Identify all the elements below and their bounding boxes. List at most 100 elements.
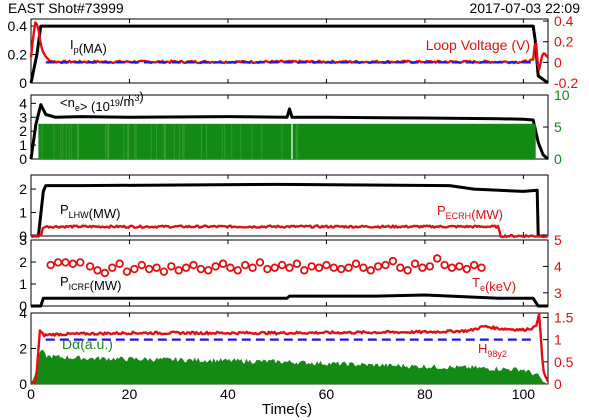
panel-5-series-d-a-u--label-part: Dα(a.u.) bbox=[62, 336, 113, 352]
panel-4-series-te-kev--point bbox=[100, 268, 110, 278]
panel-2-series-density-feedback-by-smbi-label-part: Density Feedback by SMBI bbox=[297, 133, 466, 149]
panel-4-ytick-label: 2 bbox=[19, 254, 27, 270]
panel-4-ytick-label: 1 bbox=[19, 276, 27, 292]
panel-5-series-h98y2-label-part: H bbox=[478, 341, 487, 356]
panel-4-series-te-kev--label-part: (keV) bbox=[485, 279, 516, 294]
panel-4-series-te-kev--point bbox=[263, 264, 272, 274]
panel-4-series-te-kev--point bbox=[447, 263, 457, 272]
panel-2-series-density-feedback-by-smbi bbox=[38, 123, 536, 159]
panel-5-series-h98y2-label-part: 98y2 bbox=[487, 349, 507, 359]
panel-1-ytick-label: 0.4 bbox=[8, 18, 28, 34]
x-tick-label: 60 bbox=[319, 386, 335, 402]
panel-4-ytick-label: 0 bbox=[19, 298, 27, 314]
panel-4-rtick-label: 5 bbox=[554, 232, 562, 248]
panel-5-series-d-a-u--label: Dα(a.u.) bbox=[62, 336, 113, 352]
panel-4-series-te-kev--point bbox=[233, 266, 242, 275]
panel-1-ytick-label: 0.2 bbox=[8, 47, 28, 63]
panel-2-ytick-label: 2 bbox=[19, 123, 27, 139]
panel-4-series-te-kev--point bbox=[314, 263, 324, 272]
panel-3-ytick-label: 1 bbox=[19, 205, 27, 221]
shot-datetime: 2017-07-03 22:09 bbox=[469, 0, 580, 16]
panel-2-ytick-label: 1 bbox=[19, 137, 27, 153]
panel-2-ytick-label: 0 bbox=[19, 151, 27, 167]
panel-4-series-te-kev--point bbox=[396, 263, 405, 272]
panel-4-series-te-kev--point bbox=[46, 260, 55, 270]
panel-4-series-te-kev--point bbox=[292, 259, 302, 268]
panel-4-series-picrf-mw- bbox=[31, 293, 548, 308]
panel-4-series-te-kev--point bbox=[144, 264, 154, 274]
panel-4-series-te-kev--point bbox=[189, 260, 198, 270]
panel-4-series-te-kev--point bbox=[337, 264, 346, 274]
panel-4-series-te-kev--point bbox=[469, 260, 479, 270]
panel-5-ytick-label: 0 bbox=[19, 376, 27, 392]
panel-4-rtick-label: 3 bbox=[554, 285, 562, 301]
shot-title: EAST Shot#73999 bbox=[8, 0, 124, 16]
panel-3-series-pecrh-mw- bbox=[30, 224, 549, 239]
panel-1-ytick-label: 0 bbox=[19, 75, 27, 91]
panel-5-series-h98y2-label: H98y2 bbox=[478, 341, 507, 359]
panel-4-series-te-kev--point bbox=[159, 267, 169, 276]
panel-1-series-loop-voltage-v--label-part: Loop Voltage (V) bbox=[426, 37, 530, 53]
panel-4-series-te-kev--point bbox=[218, 259, 228, 268]
panel-5-rtick-label: 1 bbox=[554, 332, 562, 348]
panel-5-ytick-label: 2 bbox=[19, 341, 27, 357]
panel-4-series-picrf-mw--label-part: ICRF bbox=[69, 282, 90, 292]
panel-1-series-ip-ma--label-part: (MA) bbox=[79, 41, 107, 56]
panel-4-series-te-kev--label-part: e bbox=[480, 283, 485, 293]
panel-4-series-te-kev--point bbox=[270, 263, 279, 272]
panel-4-series-te-kev--label-part: T bbox=[472, 275, 480, 290]
panel-3-series-plhw-mw- bbox=[31, 182, 548, 238]
panel-2-series--ne-10-19-m3--label-part: /m bbox=[120, 94, 134, 109]
panel-4-series-te-kev--point bbox=[403, 266, 412, 275]
panel-4-series-te-kev--point bbox=[307, 262, 316, 271]
panel-2-series--ne-10-19-m3--label-part: 3 bbox=[134, 93, 139, 103]
x-tick-label: 40 bbox=[220, 386, 236, 402]
panel-4-series-te-kev--point bbox=[174, 266, 183, 275]
panel-3-ytick-label: 2 bbox=[19, 181, 27, 197]
panel-5-ytick-label: 4 bbox=[19, 305, 27, 321]
panel-4-series-te-kev--point bbox=[477, 263, 486, 272]
panel-4-series-te-kev--point bbox=[108, 263, 117, 272]
panel-4-series-te-kev--point bbox=[433, 254, 442, 263]
panel-3-series-pecrh-mw--label: PECRH(MW) bbox=[437, 203, 503, 222]
panel-5-rtick-label: 0.5 bbox=[554, 354, 574, 370]
panel-2-series-density-feedback-by-smbi-label: Density Feedback by SMBI bbox=[297, 133, 466, 149]
panel-4-series-te-kev--point bbox=[373, 262, 383, 271]
panel-4-series-te-kev--point bbox=[440, 260, 449, 270]
x-tick-label: 20 bbox=[122, 386, 138, 402]
panel-4-series-te-kev--point bbox=[53, 258, 63, 267]
panel-5: 0 2 4 0 0.5 1 1.5 Dα(a.u.) H98y2 bbox=[19, 305, 573, 392]
panel-4-series-te-kev--point bbox=[240, 260, 250, 270]
panel-5-rtick-label: 0 bbox=[554, 376, 562, 392]
panel-4-series-te-kev--point bbox=[322, 260, 331, 270]
panel-1-rtick-label: -0.2 bbox=[554, 75, 578, 91]
panel-4-series-te-kev--point bbox=[455, 262, 464, 271]
panel-3-series-pecrh-mw--label-part: P bbox=[437, 203, 446, 218]
panel-1-series-ip-ma--label-part: p bbox=[74, 45, 79, 55]
panel-2-series--ne-10-19-m3--label-part: 19 bbox=[110, 98, 120, 108]
panel-4-series-te-kev--point bbox=[462, 264, 471, 274]
panel-4-series-te-kev--point bbox=[425, 262, 435, 271]
panel-4-series-te-kev--point bbox=[277, 260, 287, 270]
panel-1-series-ip-ma--label-part: I bbox=[70, 37, 74, 52]
panel-1-rtick-label: 0.2 bbox=[554, 34, 574, 50]
panel-3-frame bbox=[30, 174, 549, 237]
panel-4-series-te-kev--point bbox=[167, 262, 176, 271]
panel-2-ytick-label: 3 bbox=[19, 109, 27, 125]
panel-2-ytick-label: 4 bbox=[19, 95, 27, 111]
panel-4-series-te-kev--point bbox=[359, 263, 368, 272]
panel-1-series-ip-ma- bbox=[29, 24, 549, 85]
panel-4-series-te-kev--label: Te(keV) bbox=[472, 275, 516, 294]
panel-4-series-te-kev--point bbox=[248, 263, 257, 272]
panel-4-series-te-kev--point bbox=[255, 258, 265, 267]
panel-3-series-plhw-mw--label-part: P bbox=[60, 202, 69, 217]
panel-2-rtick-label: 10 bbox=[554, 87, 570, 103]
plot-layer: 0 0.2 0.4 -0.2 0 0.2 0.4 Ip(MA) Loop Voltage (V)… bbox=[8, 13, 579, 402]
x-tick-label: 0 bbox=[27, 386, 35, 402]
x-tick-label: 100 bbox=[512, 386, 536, 402]
panel-1-rtick-label: 0.4 bbox=[554, 13, 574, 29]
panel-1: 0 0.2 0.4 -0.2 0 0.2 0.4 Ip(MA) Loop Voltage (V) bbox=[8, 13, 579, 91]
panel-4-series-te-kev--point bbox=[381, 260, 390, 270]
